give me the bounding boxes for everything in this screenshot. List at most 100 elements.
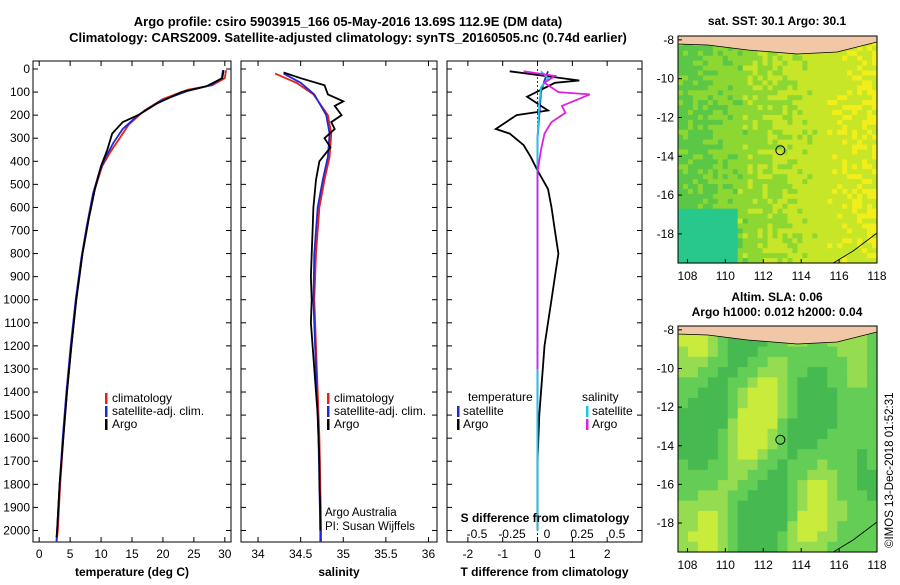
map-cell-sla-map bbox=[857, 367, 868, 378]
map-cell-sst-map bbox=[802, 129, 808, 136]
map-cell-sst-map bbox=[817, 184, 823, 190]
map-cell-sst-map bbox=[737, 139, 744, 146]
map-y-tick-label-sla-map: -14 bbox=[657, 439, 675, 453]
map-cell-sst-map bbox=[747, 184, 754, 190]
map-cell-sst-map bbox=[822, 75, 828, 82]
map-cell-sst-map bbox=[812, 119, 818, 126]
map-cell-sst-map bbox=[777, 139, 784, 146]
map-cell-sst-map bbox=[747, 95, 754, 101]
map-cell-sla-map bbox=[867, 418, 878, 430]
map-cell-sst-map bbox=[802, 139, 808, 146]
map-cell-sst-map bbox=[847, 218, 853, 225]
map-cell-sst-map bbox=[702, 164, 709, 170]
map-cell-sst-map bbox=[807, 198, 813, 205]
map-cell-sst-map bbox=[777, 129, 784, 136]
map-cell-sst-map bbox=[782, 218, 789, 225]
map-cell-sst-map bbox=[817, 124, 823, 131]
map-cell-sla-map bbox=[747, 449, 759, 461]
map-cell-sla-map bbox=[787, 521, 798, 533]
map-cell-sst-map bbox=[692, 45, 699, 52]
map-cell-sst-map bbox=[807, 203, 813, 210]
map-cell-sst-map bbox=[762, 243, 769, 249]
map-cell-sla-map bbox=[697, 480, 709, 491]
map-cell-sst-map bbox=[747, 50, 754, 57]
map-cell-sst-map bbox=[697, 213, 704, 220]
map-cell-sst-map bbox=[722, 95, 729, 101]
map-cell-sst-map bbox=[802, 198, 808, 205]
map-cell-sst-map bbox=[737, 228, 744, 234]
map-cell-sst-map bbox=[852, 129, 858, 136]
map-cell-sla-map bbox=[847, 480, 858, 491]
map-cell-sst-map bbox=[872, 149, 878, 156]
map-cell-sst-map bbox=[867, 100, 873, 106]
map-cell-sst-map bbox=[857, 75, 863, 82]
map-cell-sla-map bbox=[777, 428, 789, 440]
map-cell-sla-map bbox=[727, 408, 739, 420]
map-cell-sst-map bbox=[682, 105, 689, 111]
map-y-tick-label-sla-map: -18 bbox=[657, 516, 675, 530]
map-cell-sst-map bbox=[707, 159, 714, 165]
map-cell-sst-map bbox=[822, 139, 828, 146]
map-cell-sst-map bbox=[712, 164, 719, 170]
map-cell-sst-map bbox=[787, 70, 794, 77]
map-cell-sst-map bbox=[832, 164, 838, 170]
map-cell-sla-map bbox=[787, 541, 798, 553]
map-cell-sla-map bbox=[767, 500, 779, 512]
map-cell-sst-map bbox=[802, 95, 808, 101]
map-cell-sst-map bbox=[802, 208, 808, 215]
map-cell-sst-map bbox=[777, 114, 784, 121]
map-cell-sst-map bbox=[762, 164, 769, 170]
map-cell-sst-map bbox=[827, 213, 833, 220]
map-cell-sst-map bbox=[737, 119, 744, 126]
map-cell-sst-map bbox=[767, 119, 774, 126]
map-cell-sst-map bbox=[697, 228, 704, 234]
map-cell-sst-map bbox=[767, 169, 774, 175]
map-cell-sst-map bbox=[737, 159, 744, 165]
map-cell-sst-map bbox=[722, 119, 729, 126]
map-cell-sst-map bbox=[752, 124, 759, 131]
map-cell-sla-map bbox=[847, 449, 858, 461]
map-cell-sst-map bbox=[772, 179, 779, 185]
map-cell-sst-map bbox=[727, 154, 734, 160]
map-cell-sst-map bbox=[792, 105, 798, 111]
map-cell-sst-map bbox=[702, 243, 709, 249]
map-cell-sla-map bbox=[857, 377, 868, 389]
map-cell-sst-map bbox=[697, 95, 704, 101]
map-cell-sst-map bbox=[797, 233, 803, 239]
map-cell-sst-map bbox=[817, 129, 823, 136]
map-cell-sst-map bbox=[782, 80, 789, 86]
map-cell-sst-map bbox=[707, 134, 714, 141]
map-cell-sst-map bbox=[842, 169, 848, 175]
map-y-tick-label-sst-map: -16 bbox=[657, 188, 675, 202]
map-cell-sst-map bbox=[772, 144, 779, 151]
map-cell-sst-map bbox=[817, 208, 823, 215]
map-cell-sst-map bbox=[832, 124, 838, 131]
map-cell-sst-map bbox=[807, 105, 813, 111]
map-cell-sst-map bbox=[787, 80, 794, 86]
map-cell-sst-map bbox=[787, 75, 794, 82]
map-cell-sst-map bbox=[682, 110, 689, 116]
map-cell-sst-map bbox=[727, 188, 734, 195]
map-cell-sst-map bbox=[717, 110, 724, 116]
map-cell-sst-map bbox=[787, 159, 794, 165]
map-cell-sst-map bbox=[687, 55, 694, 62]
y-tick-label: 800 bbox=[10, 247, 30, 261]
map-cell-sla-map bbox=[807, 439, 818, 450]
map-cell-sst-map bbox=[692, 203, 699, 210]
map-cell-sst-map bbox=[757, 243, 764, 249]
map-cell-sst-map bbox=[867, 110, 873, 116]
map-cell-sla-map bbox=[707, 449, 719, 461]
map-cell-sla-map bbox=[747, 428, 759, 440]
map-cell-sst-map bbox=[797, 258, 803, 264]
map-cell-sst-map bbox=[747, 228, 754, 234]
map-cell-sst-map bbox=[762, 223, 769, 230]
map-cell-sst-map bbox=[752, 188, 759, 195]
map-cell-sst-map bbox=[777, 258, 784, 264]
map-cell-sla-map bbox=[757, 449, 769, 461]
map-cell-sst-map bbox=[737, 208, 744, 215]
map-cell-sst-map bbox=[802, 105, 808, 111]
map-cell-sst-map bbox=[847, 60, 853, 67]
map-cell-sst-map bbox=[678, 193, 684, 200]
map-cell-sla-map bbox=[827, 408, 838, 420]
